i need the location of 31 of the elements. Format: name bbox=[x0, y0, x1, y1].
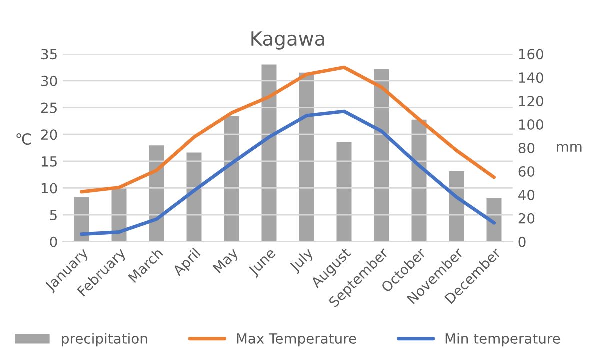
y2-tick-label: 40 bbox=[518, 190, 535, 200]
legend-label: Max Temperature bbox=[237, 334, 356, 347]
bar bbox=[74, 197, 90, 242]
line-series bbox=[80, 66, 496, 194]
line-series bbox=[80, 110, 496, 236]
y-tick-label: 35 bbox=[42, 49, 57, 60]
chart-title: Kagawa bbox=[252, 32, 324, 50]
y2-tick-label: 80 bbox=[518, 142, 535, 154]
y-tick-label: 30 bbox=[42, 76, 58, 86]
bar bbox=[224, 116, 240, 242]
bar bbox=[186, 152, 202, 242]
y-tick-label: 5 bbox=[50, 210, 57, 221]
bar bbox=[374, 69, 390, 242]
bar bbox=[486, 198, 502, 242]
y2-tick-label: 120 bbox=[519, 96, 544, 107]
y-tick-label: 10 bbox=[42, 183, 58, 194]
y-tick-label: 15 bbox=[42, 156, 57, 167]
y2-tick-label: 100 bbox=[519, 120, 544, 130]
y-tick-label: 20 bbox=[41, 130, 58, 140]
y-tick-label: 25 bbox=[41, 102, 57, 114]
y2-axis-title: mm bbox=[557, 144, 582, 152]
y2-tick-label: 160 bbox=[519, 49, 544, 60]
y2-tick-label: 0 bbox=[518, 236, 526, 248]
y2-tick-label: 60 bbox=[518, 166, 535, 177]
y2-tick-label: 140 bbox=[519, 72, 544, 84]
legend-label: precipitation bbox=[62, 333, 148, 347]
y-tick-label: 0 bbox=[50, 236, 58, 248]
bar bbox=[336, 142, 352, 242]
y2-tick-label: 20 bbox=[518, 213, 535, 224]
y-axis-title: ℃ bbox=[16, 133, 32, 146]
legend-label: Min temperature bbox=[446, 333, 560, 347]
